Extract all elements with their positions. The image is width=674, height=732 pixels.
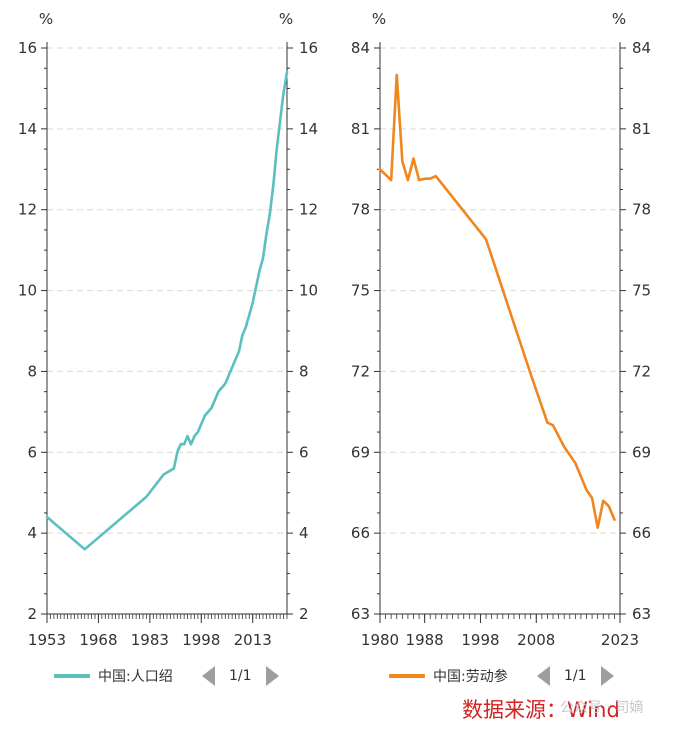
chart-1-y-tick-label-right: 2 xyxy=(299,605,309,623)
chart-1-y-tick-label-right: 10 xyxy=(299,282,318,300)
legend-next-page-icon[interactable] xyxy=(600,666,614,686)
chart-2-x-tick-label: 2023 xyxy=(601,631,639,649)
chart-1-y-tick-label-right: 8 xyxy=(299,362,309,380)
chart-1-series-line xyxy=(45,70,289,551)
chart-2-y-tick-label-right: 81 xyxy=(632,120,651,138)
chart-1-y-tick-label-right: 6 xyxy=(299,443,309,461)
chart-1-y-tick-label-left: 10 xyxy=(18,282,37,300)
chart-1-x-tick-label: 1953 xyxy=(28,631,66,649)
chart-1-y-tick-label-right: 12 xyxy=(299,201,318,219)
chart-2-x-tick-label: 2008 xyxy=(517,631,555,649)
chart-1-y-tick-label-left: 8 xyxy=(27,362,37,380)
legend-swatch-population xyxy=(54,674,90,678)
chart-1-y-tick-label-left: 12 xyxy=(18,201,37,219)
chart-2-y-tick-label-right: 69 xyxy=(632,443,651,461)
legend-page-indicator: 1/1 xyxy=(564,668,587,684)
chart-2-y-tick-label-right: 63 xyxy=(632,605,651,623)
chart-1-y-tick-label-left: 2 xyxy=(27,605,37,623)
chart-1-unit-right: % xyxy=(279,10,293,28)
legend-prev-page-icon[interactable] xyxy=(202,666,215,686)
chart-1-x-tick-label: 1998 xyxy=(182,631,220,649)
chart-2-unit-right: % xyxy=(612,10,626,28)
chart-1-y-tick-label-left: 14 xyxy=(18,120,37,138)
chart-2-x-tick-label: 1998 xyxy=(461,631,499,649)
chart-1-x-tick-label: 1968 xyxy=(79,631,117,649)
chart-2-y-tick-label-left: 78 xyxy=(351,201,370,219)
chart-2-y-tick-label-right: 78 xyxy=(632,201,651,219)
chart-2-y-tick-label-left: 72 xyxy=(351,362,370,380)
chart-2-y-tick-label-left: 69 xyxy=(351,443,370,461)
chart-1-y-tick-label-left: 16 xyxy=(18,39,37,57)
chart-2-y-tick-label-right: 84 xyxy=(632,39,651,57)
legend-swatch-labor xyxy=(389,674,425,678)
chart-1-y-tick-label-right: 4 xyxy=(299,524,309,542)
chart-1-y-tick-label-left: 4 xyxy=(27,524,37,542)
chart-2-y-tick-label-left: 81 xyxy=(351,120,370,138)
chart-2-series-line xyxy=(378,73,616,530)
legend-page-indicator: 1/1 xyxy=(229,668,252,684)
chart-2-y-tick-label-left: 66 xyxy=(351,524,370,542)
chart-2-unit-left: % xyxy=(372,10,386,28)
chart-1-y-tick-label-right: 16 xyxy=(299,39,318,57)
chart-2-y-tick-label-right: 72 xyxy=(632,362,651,380)
chart-2-y-tick-label-right: 75 xyxy=(632,282,651,300)
chart-1-x-tick-label: 2013 xyxy=(234,631,272,649)
source-caption: 数据来源：Wind xyxy=(462,698,620,722)
legend-population: 中国:人口绍 1/1 xyxy=(54,662,279,690)
legend-labor: 中国:劳动参 1/1 xyxy=(389,662,614,690)
chart-1-x-tick-label: 1983 xyxy=(131,631,169,649)
chart-2-x-tick-label: 1980 xyxy=(361,631,399,649)
chart-1-y-tick-label-right: 14 xyxy=(299,120,318,138)
legend-next-page-icon[interactable] xyxy=(265,666,279,686)
chart-2-y-tick-label-left: 84 xyxy=(351,39,370,57)
legend-label-labor: 中国:劳动参 xyxy=(433,669,508,685)
chart-1-y-tick-label-left: 6 xyxy=(27,443,37,461)
chart-2-y-tick-label-right: 66 xyxy=(632,524,651,542)
chart-2-y-tick-label-left: 75 xyxy=(351,282,370,300)
chart-2-x-tick-label: 1988 xyxy=(406,631,444,649)
chart-1-unit-left: % xyxy=(39,10,53,28)
legend-prev-page-icon[interactable] xyxy=(537,666,550,686)
watermark-text: 公众号 · 司嫡 xyxy=(560,700,644,716)
chart-2-y-tick-label-left: 63 xyxy=(351,605,370,623)
legend-label-population: 中国:人口绍 xyxy=(98,669,173,685)
